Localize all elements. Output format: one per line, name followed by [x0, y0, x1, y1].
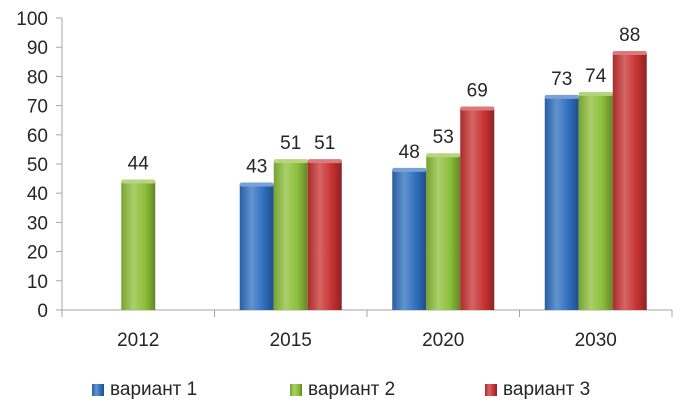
chart-bars [121, 51, 647, 311]
x-tick-label: 2015 [270, 330, 312, 351]
data-label: 44 [128, 154, 150, 175]
y-tick-label: 30 [27, 213, 48, 234]
bar-body [612, 53, 647, 310]
bar-cap [426, 153, 461, 158]
data-label: 88 [619, 25, 640, 46]
bar-body [307, 161, 342, 310]
data-label: 69 [467, 81, 488, 102]
legend-swatch [92, 384, 104, 396]
legend-swatch [485, 384, 497, 396]
y-tick-label: 70 [27, 97, 48, 118]
x-tick-label: 2020 [422, 330, 464, 351]
y-tick-label: 100 [16, 9, 48, 30]
bar [392, 167, 427, 310]
x-tick-label: 2012 [117, 330, 159, 351]
data-label: 53 [433, 127, 454, 148]
bar [273, 159, 308, 310]
y-tick-label: 60 [27, 126, 48, 147]
data-label: 48 [399, 142, 420, 163]
bar-cap [392, 167, 427, 172]
bar-cap [121, 179, 156, 184]
y-tick-label: 90 [27, 38, 48, 59]
legend-label: вариант 2 [308, 379, 395, 400]
bar-body [121, 181, 156, 310]
y-tick-label: 80 [27, 67, 48, 88]
chart-data-labels: 44 43 51 51 48 53 69 73 74 88 [128, 25, 641, 177]
y-tick-label: 0 [37, 301, 48, 322]
bar-cap [239, 182, 274, 187]
y-tick-label: 20 [27, 243, 48, 264]
bar-body [578, 93, 613, 310]
data-label: 51 [280, 133, 301, 154]
bar-body [426, 155, 461, 310]
bar [239, 182, 274, 310]
bar-body [544, 96, 579, 310]
y-tick-label: 50 [27, 155, 48, 176]
data-label: 74 [585, 66, 607, 87]
bar-body [239, 184, 274, 310]
bar-body [273, 161, 308, 310]
y-tick-label: 40 [27, 184, 48, 205]
bar [460, 106, 495, 311]
bar-body [460, 108, 495, 311]
bar [307, 159, 342, 310]
data-label: 51 [314, 133, 335, 154]
y-tick-label: 10 [27, 272, 48, 293]
data-label: 43 [246, 156, 267, 177]
bar [612, 51, 647, 310]
bar [544, 94, 579, 310]
bar [426, 153, 461, 310]
data-label: 73 [551, 69, 572, 90]
bar-cap [307, 159, 342, 164]
legend-label: вариант 1 [110, 379, 197, 400]
bar-cap [612, 51, 647, 56]
bar-cap [273, 159, 308, 164]
x-tick-label: 2030 [575, 330, 617, 351]
bar [121, 179, 156, 310]
legend-swatch [290, 384, 302, 396]
bar-cap [544, 94, 579, 99]
bar [578, 91, 613, 310]
bar-body [392, 169, 427, 310]
bar-cap [578, 91, 613, 96]
bar-cap [460, 106, 495, 111]
chart-legend: вариант 1 вариант 2 вариант 3 [92, 379, 590, 400]
legend-label: вариант 3 [503, 379, 590, 400]
